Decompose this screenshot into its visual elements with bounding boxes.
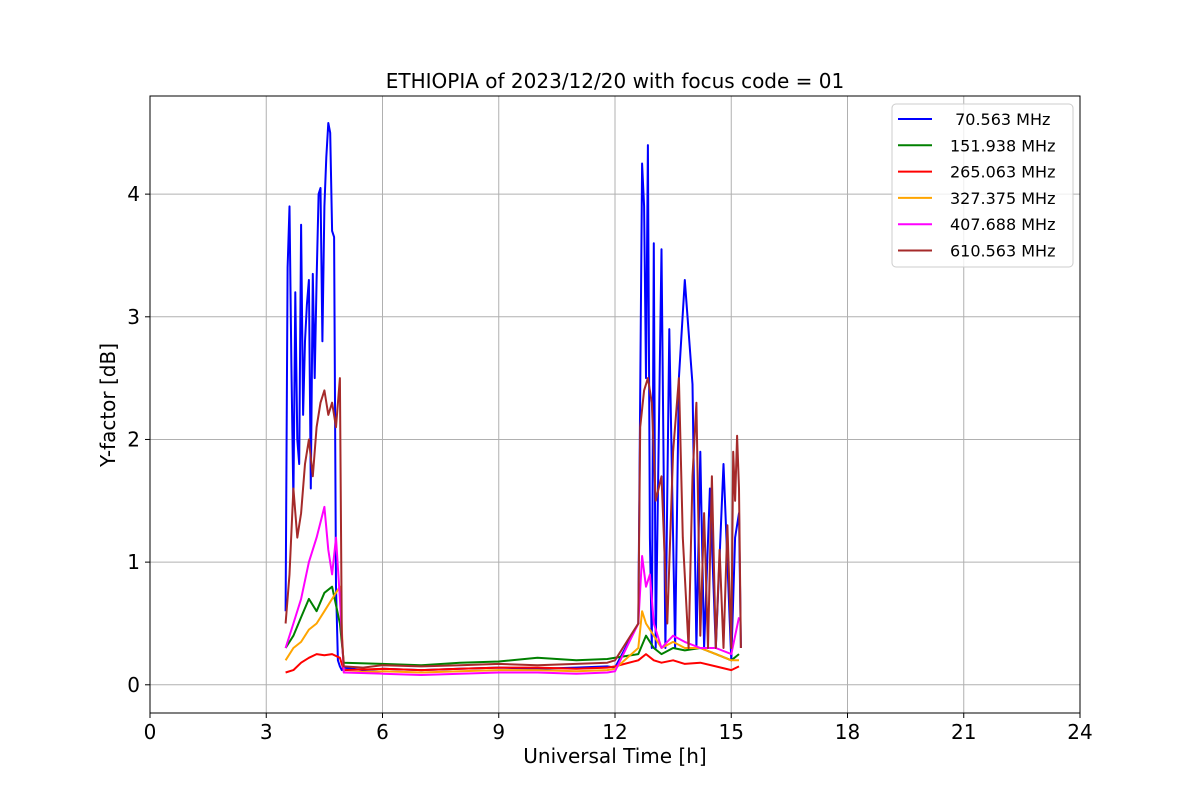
y-tick-label: 3 [127,305,140,329]
x-tick-label: 6 [376,720,389,744]
y-axis-label: Y-factor [dB] [96,343,120,468]
series-line-3 [285,653,740,674]
legend-label-1: 70.563 MHz [950,110,1050,129]
legend-label-2: 151.938 MHz [950,136,1055,155]
legend-label-3: 265.063 MHz [950,163,1055,182]
series-line-4 [284,585,739,674]
chart-title: ETHIOPIA of 2023/12/20 with focus code =… [386,69,844,93]
x-tick-label: 12 [602,720,627,744]
x-tick-label: 21 [951,720,976,744]
x-tick-label: 0 [144,720,157,744]
y-tick-label: 0 [127,673,140,697]
y-tick-label: 4 [127,182,140,206]
series-lines [284,122,742,676]
legend: 70.563 MHz 151.938 MHz 265.063 MHz 327.375 … [891,103,1074,268]
x-tick-label: 9 [492,720,505,744]
y-tick-label: 1 [127,550,140,574]
legend-label-4: 327.375 MHz [950,189,1055,208]
x-tick-label: 24 [1067,720,1092,744]
y-tick-label: 2 [127,427,140,451]
legend-label-5: 407.688 MHz [950,215,1055,234]
series-line-6 [284,377,742,669]
x-tick-label: 15 [719,720,744,744]
x-axis-label: Universal Time [h] [523,744,706,768]
x-tick-label: 3 [260,720,273,744]
series-line-2 [284,585,740,667]
series-line-5 [284,505,740,676]
legend-box [891,103,1074,268]
x-tick-label: 18 [835,720,860,744]
legend-label-6: 610.563 MHz [950,242,1055,261]
